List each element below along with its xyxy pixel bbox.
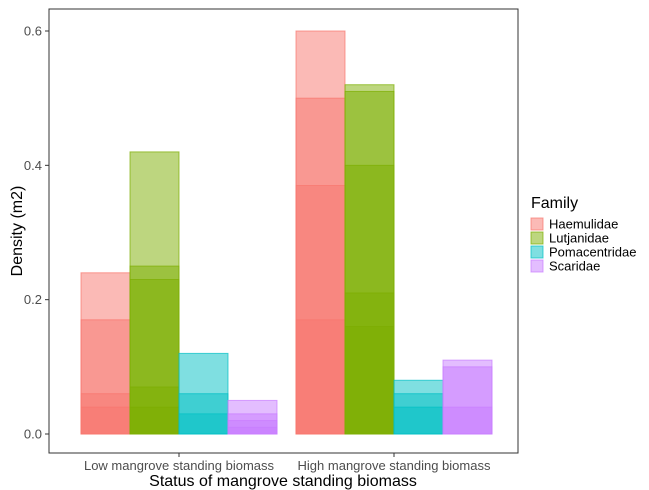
legend-key-scaridae <box>530 259 544 273</box>
legend-key-pomacentridae <box>530 245 544 259</box>
bars-layer <box>80 30 493 435</box>
panel-border <box>48 8 519 454</box>
bar-haemulidae-high-3 <box>295 30 346 435</box>
y-tick-label: 0.0 <box>24 427 42 442</box>
legend-label-haemulidae: Haemulidae <box>549 217 618 232</box>
legend-label-lutjanidae: Lutjanidae <box>549 231 609 246</box>
bar-pomacentridae-low-2 <box>178 352 229 435</box>
y-axis-title: Density (m2) <box>9 186 26 277</box>
bar-haemulidae-low-3 <box>80 272 131 435</box>
bar-scaridae-low-3 <box>227 399 278 435</box>
legend-key-haemulidae <box>530 217 544 231</box>
y-tick-label: 0.4 <box>24 158 42 173</box>
y-tick-label: 0.2 <box>24 292 42 307</box>
bar-lutjanidae-high-4 <box>344 84 395 435</box>
legend: Family HaemulidaeLutjanidaePomacentridae… <box>530 195 636 274</box>
bar-scaridae-high-2 <box>442 359 493 435</box>
bar-lutjanidae-low-4 <box>129 151 180 435</box>
bar-pomacentridae-high-2 <box>393 379 444 435</box>
x-tick-label: High mangrove standing biomass <box>298 458 491 473</box>
x-axis: Low mangrove standing biomass High mangro… <box>84 453 491 473</box>
y-axis: 0.0 0.2 0.4 0.6 <box>24 24 49 442</box>
x-tick-label: Low mangrove standing biomass <box>84 458 275 473</box>
legend-key-lutjanidae <box>530 231 544 245</box>
legend-title: Family <box>531 195 578 212</box>
y-tick-label: 0.6 <box>24 24 42 39</box>
x-axis-title: Status of mangrove standing biomass <box>149 473 417 490</box>
legend-label-pomacentridae: Pomacentridae <box>549 245 636 260</box>
legend-label-scaridae: Scaridae <box>549 259 600 274</box>
